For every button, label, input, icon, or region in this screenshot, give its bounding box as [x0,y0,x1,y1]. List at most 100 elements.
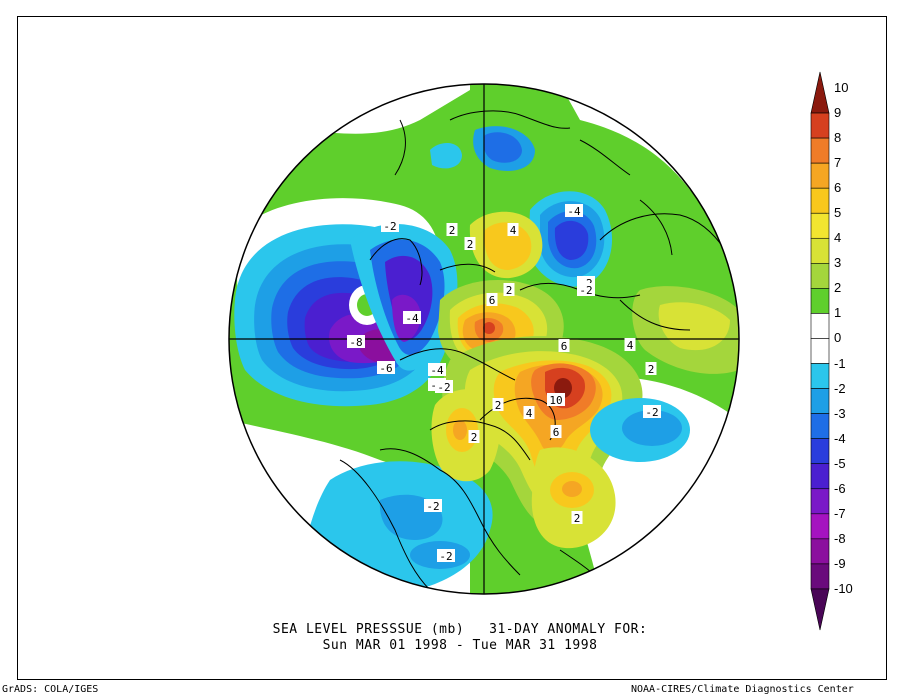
contour-label-box [492,398,504,411]
colorbar-label: 7 [834,155,842,171]
footer-right: NOAA-CIRES/Climate Diagnostics Center [631,684,854,695]
contour-label: -6 [379,362,392,375]
colorbar-segment [810,588,830,631]
contour-label-box [547,393,565,406]
contour-label-box [486,293,498,306]
colorbar-label: -2 [834,380,846,396]
colorbar-segment [810,187,830,214]
colorbar-label: -4 [834,430,846,446]
contour-label: 4 [526,407,533,420]
alaska-low [350,223,458,371]
contour-label-box [645,362,657,375]
contour-label-box [577,283,595,296]
contour-label-box [468,430,480,443]
colorbar-segment [810,488,830,515]
contour-label: 2 [506,284,513,297]
footer-left: GrADS: COLA/IGES [2,684,99,695]
anomaly-field [229,84,739,594]
colorbar-segment [810,338,830,364]
eastern-us-high [431,389,501,482]
colorbar-segment [810,71,830,114]
colorbar-label: 0 [834,330,842,346]
map-title-line1: SEA LEVEL PRESSSUE (mb) 31-DAY ANOMALY F… [272,622,648,637]
contour-label: -2 [426,500,439,513]
colorbar-segment [810,363,830,389]
colorbar-label: -8 [834,530,846,546]
contour-label-box [643,405,661,418]
contour-label-box [550,425,562,438]
contour-label: 4 [510,224,517,237]
azores-low [590,398,690,462]
contour-labels: -22-44-22-4-6-4-8-4-26624106-22242-2-22-… [347,204,661,563]
contour-label: 2 [495,399,502,412]
colorbar-label: -10 [834,580,853,596]
contour-label-box [435,380,453,393]
contour-label: 2 [467,238,474,251]
contour-label: -2 [437,381,450,394]
colorbar-label: 2 [834,280,842,296]
contour-label-box [437,549,455,562]
colorbar-segment [810,112,830,139]
contour-label-box [424,499,442,512]
contour-label-box [347,335,365,348]
contour-label-box [503,283,515,296]
contour-label-box [464,237,476,250]
colorbar-segment [810,413,830,439]
contour-label: 2 [574,512,581,525]
colorbar-label: 1 [834,305,842,321]
colorbar-label: 10 [834,80,849,95]
colorbar-segment [810,438,830,465]
colorbar-segment [810,263,830,289]
colorbar-segment [810,313,830,339]
colorbar-label: -1 [834,355,846,371]
siberian-low [528,191,613,287]
contour-label: 6 [553,426,560,439]
colorbar-segment [810,288,830,314]
contour-label: 10 [549,394,562,407]
colorbar-label: -5 [834,455,846,471]
plot-frame [17,16,887,680]
contour-label: 6 [561,340,568,353]
contour-label-box [507,223,519,236]
contour-label: -2 [645,406,658,419]
colorbar-label: -7 [834,505,846,521]
colorbar-segment [810,538,830,565]
colorbar-segment [810,388,830,414]
contour-label: -8 [349,336,362,349]
colorbar-label: 4 [834,230,842,246]
contour-label: -4 [405,312,419,325]
colorbar-segment [810,237,830,264]
colorbar-label: -3 [834,405,846,421]
contour-label-box [446,223,458,236]
map-boundary [228,83,740,595]
contour-label-box [558,339,570,352]
contour-label-box [428,363,446,376]
colorbar-label: -9 [834,555,846,571]
contour-label: 4 [627,339,634,352]
colorbar-label: -6 [834,480,846,496]
colorbar-label: 8 [834,130,842,146]
contour-label-box [571,511,583,524]
contour-label-box [565,204,583,217]
colorbar-label: 5 [834,205,842,221]
colorbar [810,71,830,631]
contour-label-box [624,338,636,351]
contour-label-box [403,311,421,324]
colorbar-segment [810,463,830,490]
contour-label: 2 [449,224,456,237]
contour-label-box [377,361,395,374]
colorbar-segment [810,563,830,590]
atlantic-high [531,447,616,549]
colorbar-segment [810,513,830,540]
contour-label: -4 [567,205,581,218]
colorbar-label: 6 [834,180,842,196]
colorbar-label: 9 [834,105,842,121]
colorbar-segment [810,212,830,239]
east-asia-high [469,211,543,279]
colorbar-segment [810,162,830,189]
colorbar-label: 3 [834,255,842,271]
contour-label: -2 [579,284,592,297]
contour-label: 6 [489,294,496,307]
contour-label-box [381,219,399,232]
